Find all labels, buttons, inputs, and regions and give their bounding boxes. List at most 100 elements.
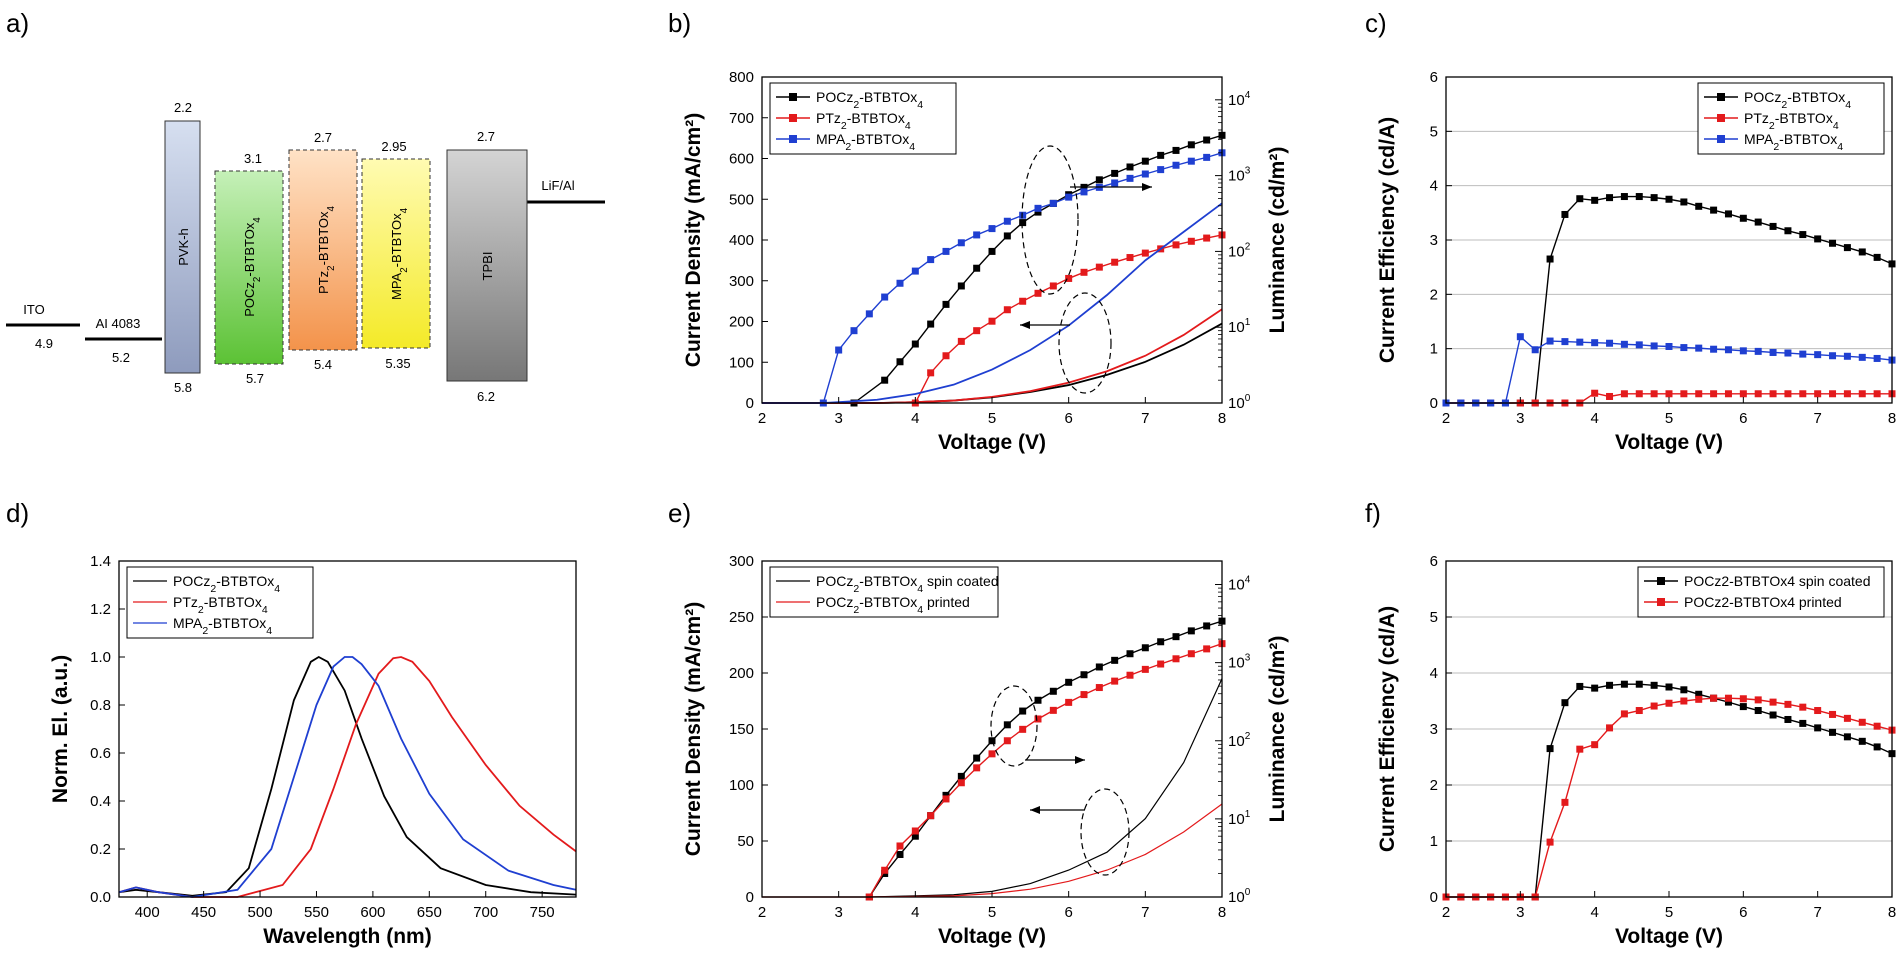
data-point bbox=[1172, 633, 1180, 641]
data-point bbox=[1829, 390, 1837, 398]
legend-swatch-marker bbox=[1717, 135, 1725, 143]
data-point bbox=[1665, 342, 1673, 350]
data-point bbox=[1003, 737, 1011, 745]
x-tick-label: 8 bbox=[1218, 410, 1226, 427]
y-right-axis-title: Luminance (cd/m²) bbox=[1266, 147, 1289, 334]
data-point bbox=[1665, 390, 1673, 398]
data-point bbox=[1724, 698, 1732, 706]
data-point bbox=[1034, 208, 1042, 216]
y-axis-title: Norm. El. (a.u.) bbox=[49, 655, 72, 803]
data-point bbox=[1710, 345, 1718, 353]
data-point bbox=[1784, 390, 1792, 398]
data-point bbox=[1003, 217, 1011, 225]
x-tick-label: 3 bbox=[1516, 904, 1524, 921]
layer-ptz2-homo: 5.4 bbox=[314, 357, 332, 372]
x-tick-label: 8 bbox=[1888, 410, 1896, 427]
legend-label: POCz2-BTBTOx4 bbox=[816, 89, 923, 111]
x-tick-label: 7 bbox=[1813, 410, 1821, 427]
layer-pocz2-name: POCz2-BTBTOx4 bbox=[242, 217, 263, 317]
data-point bbox=[1710, 694, 1718, 702]
x-tick-label: 7 bbox=[1141, 904, 1149, 921]
x-axis-title: Voltage (V) bbox=[938, 925, 1046, 948]
electrode-hil-label: AI 4083 bbox=[96, 316, 141, 331]
data-point bbox=[1576, 338, 1584, 346]
data-point bbox=[1650, 702, 1658, 710]
y-tick-label: 100 bbox=[729, 777, 754, 794]
legend-label: POCz2-BTBTOx4 bbox=[173, 573, 280, 595]
y-tick-label: 1.0 bbox=[90, 649, 111, 666]
data-point bbox=[1034, 204, 1042, 212]
data-point bbox=[1620, 193, 1628, 201]
data-point bbox=[1680, 198, 1688, 206]
x-tick-label: 4 bbox=[911, 904, 919, 921]
data-point bbox=[1049, 199, 1057, 207]
data-point bbox=[1049, 706, 1057, 714]
layer-ptz2-lumo: 2.7 bbox=[314, 130, 332, 145]
data-point bbox=[1873, 743, 1881, 751]
x-tick-label: 6 bbox=[1739, 410, 1747, 427]
data-point bbox=[1172, 161, 1180, 169]
data-point bbox=[1576, 195, 1584, 203]
x-tick-label: 750 bbox=[530, 904, 555, 921]
layer-ptz2-name: PTz2-BTBTOx4 bbox=[316, 205, 337, 294]
x-tick-label: 7 bbox=[1813, 904, 1821, 921]
legend-swatch-marker bbox=[789, 135, 797, 143]
data-point bbox=[1739, 347, 1747, 355]
data-point bbox=[1080, 671, 1088, 679]
y-right-tick-label: 104 bbox=[1228, 90, 1251, 109]
legend-label: PTz2-BTBTOx4 bbox=[173, 594, 268, 616]
x-tick-label: 4 bbox=[1590, 904, 1598, 921]
data-point bbox=[1034, 289, 1042, 297]
y-tick-label: 0 bbox=[746, 395, 754, 412]
data-point bbox=[1799, 350, 1807, 358]
data-point bbox=[1049, 687, 1057, 695]
layer-pvk bbox=[164, 120, 201, 374]
data-point bbox=[1019, 707, 1027, 715]
data-point bbox=[1665, 699, 1673, 707]
data-point bbox=[1858, 737, 1866, 745]
data-point bbox=[1141, 170, 1149, 178]
x-tick-label: 3 bbox=[834, 904, 842, 921]
data-point bbox=[1065, 698, 1073, 706]
chart-panel-f: 2 3 4 5 6 7 8 0 1 2 3 4 5 6 Voltage (V) Current Efficie… bbox=[1376, 553, 1896, 948]
data-point bbox=[1620, 680, 1628, 688]
data-point bbox=[911, 832, 919, 840]
x-tick-label: 5 bbox=[1665, 904, 1673, 921]
layer-mpa2-name: MPA2-BTBTOx4 bbox=[389, 207, 410, 300]
data-point bbox=[1141, 249, 1149, 257]
data-point bbox=[1111, 656, 1119, 664]
data-point bbox=[1126, 671, 1134, 679]
y-tick-label: 2 bbox=[1430, 286, 1438, 303]
legend-label: MPA2-BTBTOx4 bbox=[816, 131, 915, 153]
data-point bbox=[1814, 724, 1822, 732]
data-point bbox=[1873, 390, 1881, 398]
panel-label-a: a) bbox=[6, 8, 29, 38]
data-point bbox=[1095, 684, 1103, 692]
data-point bbox=[1635, 390, 1643, 398]
data-point bbox=[1126, 254, 1134, 262]
data-point bbox=[1799, 231, 1807, 239]
data-point bbox=[1680, 697, 1688, 705]
layer-pvk-lumo: 2.2 bbox=[174, 100, 192, 115]
data-point bbox=[1003, 721, 1011, 729]
legend-swatch-marker bbox=[1657, 598, 1665, 606]
y-axis-title: Current Density (mA/cm²) bbox=[682, 113, 705, 367]
data-point bbox=[1769, 698, 1777, 706]
y-tick-label: 0.8 bbox=[90, 697, 111, 714]
y-tick-label: 4 bbox=[1430, 665, 1438, 682]
data-point bbox=[1635, 680, 1643, 688]
data-point bbox=[1034, 696, 1042, 704]
legend-box bbox=[1637, 566, 1885, 618]
series-line-b-0 bbox=[853, 134, 1223, 404]
y-tick-label: 0.2 bbox=[90, 841, 111, 858]
data-point bbox=[881, 293, 889, 301]
x-tick-label: 5 bbox=[988, 410, 996, 427]
data-point bbox=[1172, 146, 1180, 154]
chart-panel-e: 2 3 4 5 6 7 8 0 50 100 150 200 250 300 100 101 102 103 104… bbox=[682, 553, 1289, 948]
data-point bbox=[1784, 700, 1792, 708]
data-point bbox=[896, 279, 904, 287]
x-tick-label: 8 bbox=[1218, 904, 1226, 921]
x-tick-label: 700 bbox=[473, 904, 498, 921]
data-point bbox=[1635, 341, 1643, 349]
data-point bbox=[988, 317, 996, 325]
